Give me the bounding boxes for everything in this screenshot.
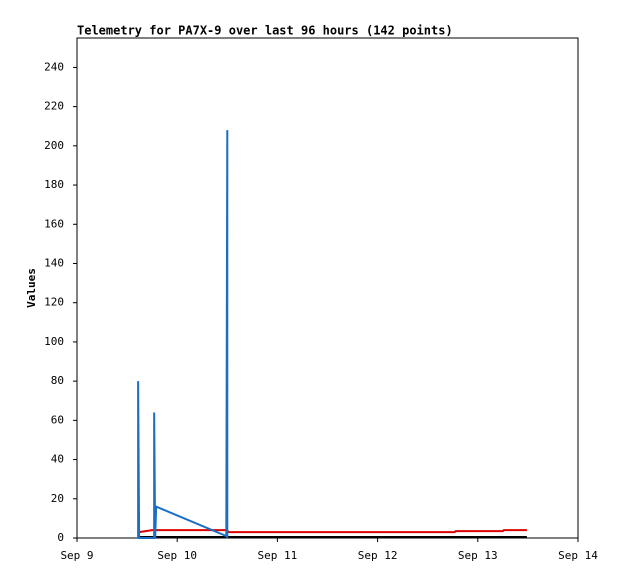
x-tick-label: Sep 10: [157, 549, 197, 562]
x-tick-label: Sep 11: [258, 549, 298, 562]
y-tick-label: 40: [51, 453, 64, 466]
y-tick-label: 240: [44, 60, 64, 73]
y-tick-label: 80: [51, 374, 64, 387]
x-tick-label: Sep 9: [60, 549, 93, 562]
data-line: [138, 529, 527, 534]
y-tick-label: 140: [44, 256, 64, 269]
plot-frame: [76, 37, 579, 539]
y-tick-label: 220: [44, 100, 64, 113]
chart-title: Telemetry for PA7X-9 over last 96 hours …: [77, 24, 453, 38]
y-tick-label: 180: [44, 178, 64, 191]
y-tick-label: 20: [51, 492, 64, 505]
x-tick-label: Sep 12: [358, 549, 398, 562]
y-tick-label: 60: [51, 413, 64, 426]
y-tick-label: 120: [44, 296, 64, 309]
x-tick-label: Sep 14: [558, 549, 598, 562]
y-tick-label: 100: [44, 335, 64, 348]
y-tick-label: 0: [57, 531, 64, 544]
data-line: [137, 130, 229, 539]
y-axis-label: Values: [25, 268, 38, 308]
y-tick-label: 200: [44, 139, 64, 152]
x-tick-label: Sep 13: [458, 549, 498, 562]
y-tick-label: 160: [44, 217, 64, 230]
